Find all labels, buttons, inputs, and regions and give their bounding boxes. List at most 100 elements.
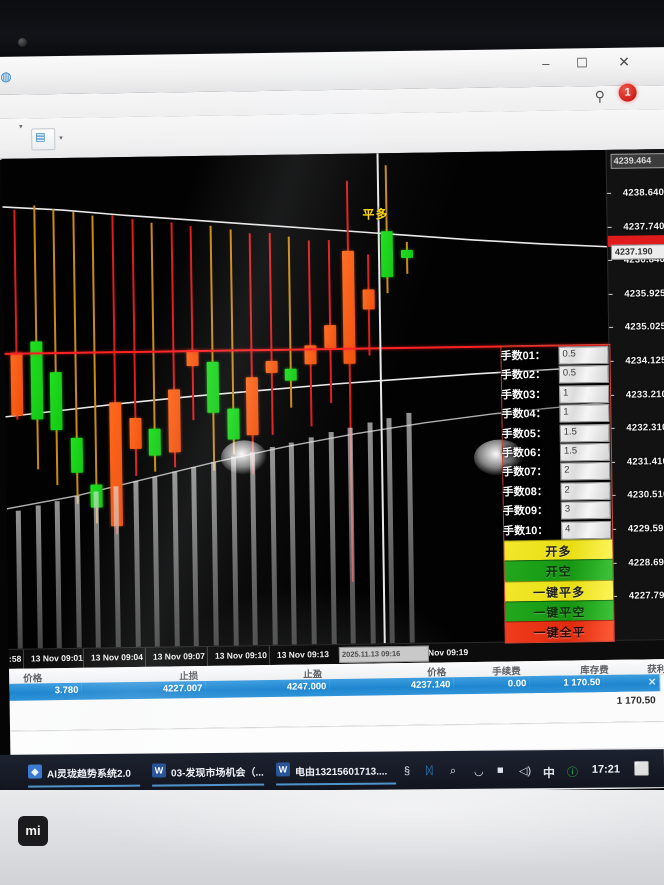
crosshair-time-label: 2025.11.13 09:16 [339, 646, 429, 663]
button-label: 一键平多 [505, 583, 613, 602]
price-axis-label: 4227.795 [629, 590, 664, 602]
tray-icon-1[interactable]: § [404, 765, 410, 777]
close-position-icon[interactable]: ✕ [648, 677, 657, 688]
lot-input[interactable]: 3 [561, 501, 611, 520]
active-indicator [276, 782, 396, 785]
close-all-short-button[interactable]: 一键平空 [505, 600, 613, 622]
price-axis-label: 4235.925 [624, 288, 664, 300]
time-axis-label: 13 Nov 09:10 [215, 650, 267, 661]
chart-type-icon[interactable]: ▤ [35, 130, 46, 143]
phone-photo-of-monitor: – ☐ ✕ - □ × ⚲ 1 ◍ ▾ ▤ ▾ [0, 0, 664, 885]
price-axis-top-label: 4239.464 [611, 153, 664, 169]
candle-body [246, 377, 259, 435]
lot-value: 1.5 [564, 445, 577, 456]
tray-icon-6[interactable]: ◁) [519, 764, 531, 777]
lot-input[interactable]: 0.5 [559, 365, 609, 384]
candle-body [149, 429, 161, 456]
table-cell[interactable]: 0.00 [453, 676, 530, 694]
candle-body [168, 390, 181, 452]
taskbar-item-1[interactable]: ◈AI灵珑趋势系统2.0 [28, 764, 140, 783]
table-cell[interactable]: 4227.007 [81, 681, 206, 700]
price-axis-label: 4234.125 [625, 355, 664, 367]
lot-label: 手数04： [501, 405, 559, 422]
price-axis-label: 4232.310 [626, 422, 664, 434]
lot-input[interactable]: 1 [559, 404, 609, 423]
lot-value: 1 [563, 387, 568, 398]
trading-panel[interactable]: 手数01：0.5手数02：0.5手数03： 1 手数04： 1 手数05：1.5手数06… [500, 344, 614, 643]
lot-row-2: 手数02：0.5 [502, 364, 610, 385]
lot-value: 1 [563, 407, 568, 418]
sell-short-button[interactable]: 开空 [505, 559, 613, 581]
tray-icon-3[interactable]: ⌕ [450, 765, 456, 778]
table-cell[interactable]: 4247.000 [205, 679, 330, 698]
cell-value: 4247.000 [287, 681, 327, 693]
action-center-icon[interactable]: ⬜ [634, 761, 650, 777]
windows-taskbar[interactable]: ◈AI灵珑趋势系统2.0 W03-发现市场机会（... W电由13215601713… [0, 749, 664, 793]
app-icon: ◈ [28, 765, 42, 779]
price-axis-label: 4238.640 [623, 187, 664, 199]
tray-icon-8[interactable]: ⓘ [567, 764, 578, 780]
lot-input[interactable]: 2 [560, 462, 610, 481]
price-tick [607, 193, 611, 194]
price-tick [609, 327, 613, 328]
lot-input[interactable]: 1 [559, 385, 609, 404]
lot-row-5: 手数05：1.5 [503, 422, 611, 443]
monitor-screen: – ☐ ✕ - □ × ⚲ 1 ◍ ▾ ▤ ▾ [0, 47, 664, 763]
device-brand-logo: mi [18, 816, 48, 846]
search-icon[interactable]: ⚲ [595, 88, 606, 105]
close-everything-button[interactable]: 一键全平 [505, 620, 613, 642]
tray-icon-4[interactable]: ◡ [474, 765, 484, 778]
positions-grid[interactable]: 价格止损止盈价格手续费库存费获利 3.7804227.0074247.00042… [9, 659, 664, 731]
lot-row-6: 手数06：1.5 [503, 442, 611, 463]
phone-body [0, 790, 664, 885]
taskbar-item-3[interactable]: W电由13215601713.... [276, 761, 396, 780]
bezel-indicator-light [18, 38, 27, 47]
minimize-button[interactable]: – [542, 57, 549, 70]
candle-body [227, 408, 239, 439]
lot-value: 2 [564, 484, 569, 495]
buy-long-button[interactable]: 开多 [504, 539, 612, 561]
taskbar-item-label: 电由13215601713.... [295, 763, 387, 779]
tray-icon-2[interactable]: ᛞ [426, 765, 433, 777]
time-axis-separator [207, 647, 208, 667]
lot-input[interactable]: 0.5 [558, 346, 608, 365]
lot-input[interactable]: 1.5 [560, 443, 610, 462]
lot-value: 4 [565, 523, 570, 534]
current-price-label: 4237.190 [611, 244, 664, 260]
button-label: 一键全平 [506, 623, 614, 642]
lot-input[interactable]: 2 [560, 482, 610, 501]
chevron-down-icon[interactable]: ▾ [19, 123, 23, 131]
lot-row-1: 手数01：0.5 [501, 345, 609, 366]
price-axis[interactable]: 4239.4644238.6404237.7404236.8404235.925… [605, 149, 664, 640]
tray-icon-7[interactable]: 中 [543, 764, 555, 781]
maximize-button[interactable]: ☐ [576, 56, 588, 69]
lot-label: 手数10： [503, 521, 561, 538]
lot-label: 手数03： [501, 385, 559, 402]
time-axis-separator [83, 649, 84, 669]
lot-row-8: 手数08：2 [503, 481, 611, 502]
close-button[interactable]: ✕ [618, 56, 630, 69]
cell-value: 0.00 [508, 678, 527, 689]
lot-value: 0.5 [562, 348, 575, 359]
lot-row-3: 手数03： 1 [502, 384, 610, 405]
chevron-down-icon-2[interactable]: ▾ [59, 134, 63, 142]
table-cell[interactable]: 3.780 [9, 683, 82, 701]
profit-cell[interactable]: 1 170.50 [529, 675, 604, 693]
tray-icon-5[interactable]: ■ [497, 765, 504, 777]
table-cell[interactable]: ✕ [603, 674, 660, 692]
time-axis-separator [145, 648, 146, 668]
timeframe-icon[interactable]: ◍ [0, 69, 12, 85]
lot-value: 0.5 [563, 368, 576, 379]
clock[interactable]: 17:21 [592, 763, 620, 775]
candle-body [265, 361, 277, 373]
close-all-long-button[interactable]: 一键平多 [505, 580, 613, 602]
lot-label: 手数07： [502, 463, 560, 480]
trade-annotation-label: 平多 [362, 205, 388, 222]
button-label: 开多 [504, 542, 612, 561]
lot-input[interactable]: 1.5 [560, 423, 610, 442]
taskbar-item-2[interactable]: W03-发现市场机会（... [152, 763, 264, 782]
lot-row-10: 手数10： 4 [504, 519, 612, 540]
lot-input[interactable]: 4 [561, 520, 611, 539]
price-axis-label: 4229.595 [628, 523, 664, 535]
table-cell[interactable]: 4237.140 [329, 677, 454, 696]
